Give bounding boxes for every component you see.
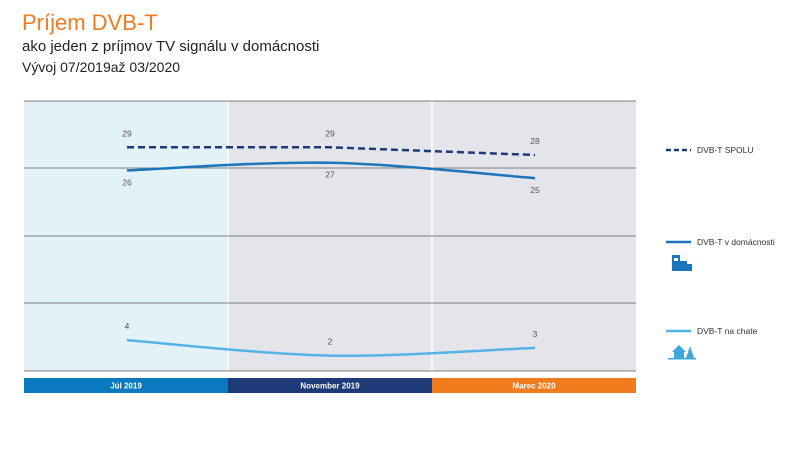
category-band [228,378,432,393]
chart-period: Vývoj 07/2019až 03/2020 [22,59,181,75]
legend-label: DVB-T na chate [697,326,758,336]
data-label: 28 [530,136,540,146]
data-label: 4 [125,321,130,331]
apartment-building-icon [672,255,692,271]
legend-label: DVB-T SPOLU [697,145,754,155]
data-label: 25 [530,185,540,195]
legend-label: DVB-T v domácnosti [697,237,775,247]
chart-subtitle: ako jeden z príjmov TV signálu v domácno… [22,38,320,55]
data-label: 29 [122,128,132,138]
chart-title: Príjem DVB-T [22,10,158,35]
cottage-icon [668,345,696,360]
series-line-2 [126,161,536,180]
data-label: 3 [533,329,538,339]
category-band [24,378,228,393]
x-tick-label: Júl 2019 [110,382,142,391]
category-band [432,378,636,393]
series-line-1 [127,146,536,157]
data-label: 2 [328,337,333,347]
x-tick-label: Marec 2020 [512,382,556,391]
data-label: 27 [325,170,335,180]
data-label: 29 [325,128,335,138]
x-tick-label: November 2019 [300,382,360,391]
series-line-3 [126,338,536,357]
data-label: 26 [122,177,132,187]
